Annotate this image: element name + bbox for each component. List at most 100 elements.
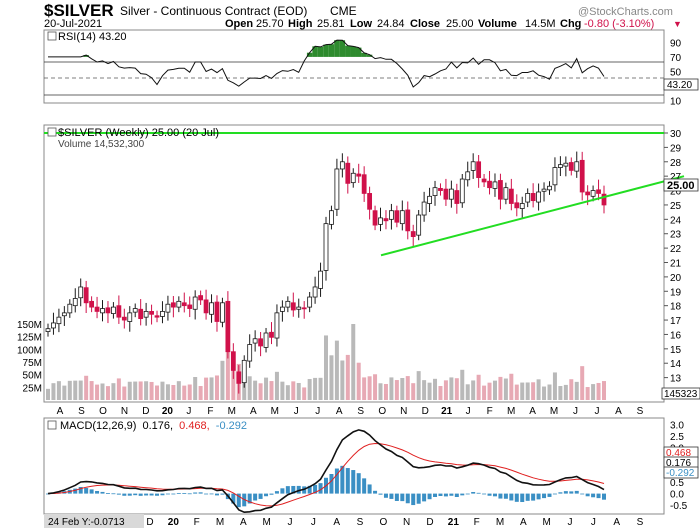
candle-body xyxy=(318,270,323,289)
volume-bar xyxy=(264,377,269,400)
rsi-fill-segment xyxy=(334,40,340,57)
macd-histogram-bar xyxy=(176,492,181,494)
volume-tick-label: 100M xyxy=(17,345,42,356)
volume-bar xyxy=(438,386,443,400)
x-tick-label: 20 xyxy=(162,406,174,417)
price-tick-label: 19 xyxy=(670,287,682,298)
macd-histogram-bar xyxy=(214,493,219,496)
macd-histogram-bar xyxy=(596,493,601,499)
x-tick-label: A xyxy=(240,517,247,528)
volume-bar xyxy=(62,385,67,400)
candle-body xyxy=(187,304,193,309)
macd-histogram-bar xyxy=(122,493,127,496)
macd-tick-label: 0.5 xyxy=(670,478,684,489)
candle-body xyxy=(258,338,263,347)
macd-histogram-bar xyxy=(149,493,154,496)
candle-body xyxy=(514,202,520,209)
volume-bar xyxy=(465,384,470,400)
high-label: High xyxy=(288,18,313,30)
candle-body xyxy=(83,287,89,304)
macd-histogram-bar xyxy=(471,491,476,494)
candle-body xyxy=(557,164,563,168)
macd-histogram-bar xyxy=(165,493,170,495)
volume-bar xyxy=(509,373,514,400)
macd-histogram-bar xyxy=(105,493,110,494)
macd-title: MACD(12,26,9) 0.176, 0.468, -0.292 xyxy=(60,420,247,432)
price-tick-label: 27 xyxy=(670,172,682,183)
macd-histogram-bar xyxy=(454,493,459,497)
macd-histogram-bar xyxy=(580,493,585,495)
macd-histogram-bar xyxy=(274,491,279,494)
volume-bar xyxy=(127,381,132,400)
macd-histogram-bar xyxy=(525,493,530,501)
macd-histogram-bar xyxy=(280,488,285,494)
candle-body xyxy=(225,300,231,353)
volume-bar xyxy=(187,384,192,400)
x-axis-bottom: D 20 F M A M J J A S O N D 21 F M A M J J A S xyxy=(146,517,643,528)
rsi-collapse-icon[interactable] xyxy=(47,31,57,41)
macd-collapse-icon[interactable] xyxy=(47,420,57,430)
x-tick-label: O xyxy=(378,406,386,417)
macd-histogram-bar xyxy=(291,485,296,494)
volume-bar xyxy=(160,381,165,400)
rsi-tick-label: 70 xyxy=(670,53,682,64)
rsi-fill-segment xyxy=(361,52,367,57)
macd-histogram-bar xyxy=(498,493,503,499)
price-tick-label: 16 xyxy=(670,330,682,341)
volume-bar xyxy=(334,340,339,400)
macd-signal-line xyxy=(47,442,605,507)
macd-histogram-bar xyxy=(264,493,269,497)
x-tick-label: A xyxy=(613,517,620,528)
x-axis-middle: A S O N D 20 J F M A M J J A S O N D 21 J F M A M J J A S xyxy=(57,406,644,417)
macd-histogram-bar xyxy=(367,484,372,494)
macd-histogram-bar xyxy=(383,493,388,498)
candle-body xyxy=(470,161,476,171)
volume-bar xyxy=(514,384,519,400)
candle-body xyxy=(492,181,498,189)
macd-tick-label: 3.0 xyxy=(670,421,684,432)
volume-bar xyxy=(471,380,476,400)
candle-body xyxy=(427,195,432,204)
candle-body xyxy=(230,351,236,371)
candle-body xyxy=(568,162,574,171)
macd-histogram-bar xyxy=(138,493,143,496)
rsi-fill-segment xyxy=(355,47,362,57)
candle-body xyxy=(590,190,596,197)
candle-body xyxy=(454,190,460,204)
macd-histogram-bar xyxy=(231,493,236,504)
macd-histogram-bar xyxy=(487,493,492,496)
volume-bar xyxy=(378,383,383,400)
candle-body xyxy=(61,312,67,317)
exchange-label: CME xyxy=(330,4,357,18)
volume-bar xyxy=(258,383,263,400)
volume-bar xyxy=(204,377,209,400)
macd-histogram-bar xyxy=(133,493,138,496)
candle-body xyxy=(372,210,378,226)
open-value: 25.70 xyxy=(256,18,284,30)
x-tick-label: J xyxy=(573,406,578,417)
candle-body xyxy=(181,302,187,307)
price-tick-label: 15 xyxy=(670,345,682,356)
x-tick-label: S xyxy=(78,406,85,417)
macd-histogram-bar xyxy=(111,493,116,495)
volume-bar xyxy=(596,382,601,400)
candle-body xyxy=(596,189,601,194)
macd-histogram-bar xyxy=(411,493,416,506)
volume-bar xyxy=(405,376,410,400)
macd-histogram-bar xyxy=(351,470,356,494)
candle-body xyxy=(132,308,138,313)
candle-body xyxy=(209,302,214,315)
rsi-title: RSI(14) 43.20 xyxy=(58,31,126,43)
x-tick-label: J xyxy=(466,406,471,417)
macd-histogram-bar xyxy=(542,493,547,499)
volume-bar xyxy=(542,386,547,400)
volume-bar xyxy=(67,380,72,400)
macd-histogram-bar xyxy=(84,487,89,494)
price-collapse-icon[interactable] xyxy=(47,127,57,137)
macd-histogram-bar xyxy=(220,493,225,495)
macd-histogram-bar xyxy=(394,493,399,501)
rsi-line xyxy=(48,39,605,88)
price-tick-label: 13 xyxy=(670,374,682,385)
volume-bar xyxy=(84,375,89,400)
price-tick-label: 29 xyxy=(670,143,682,154)
